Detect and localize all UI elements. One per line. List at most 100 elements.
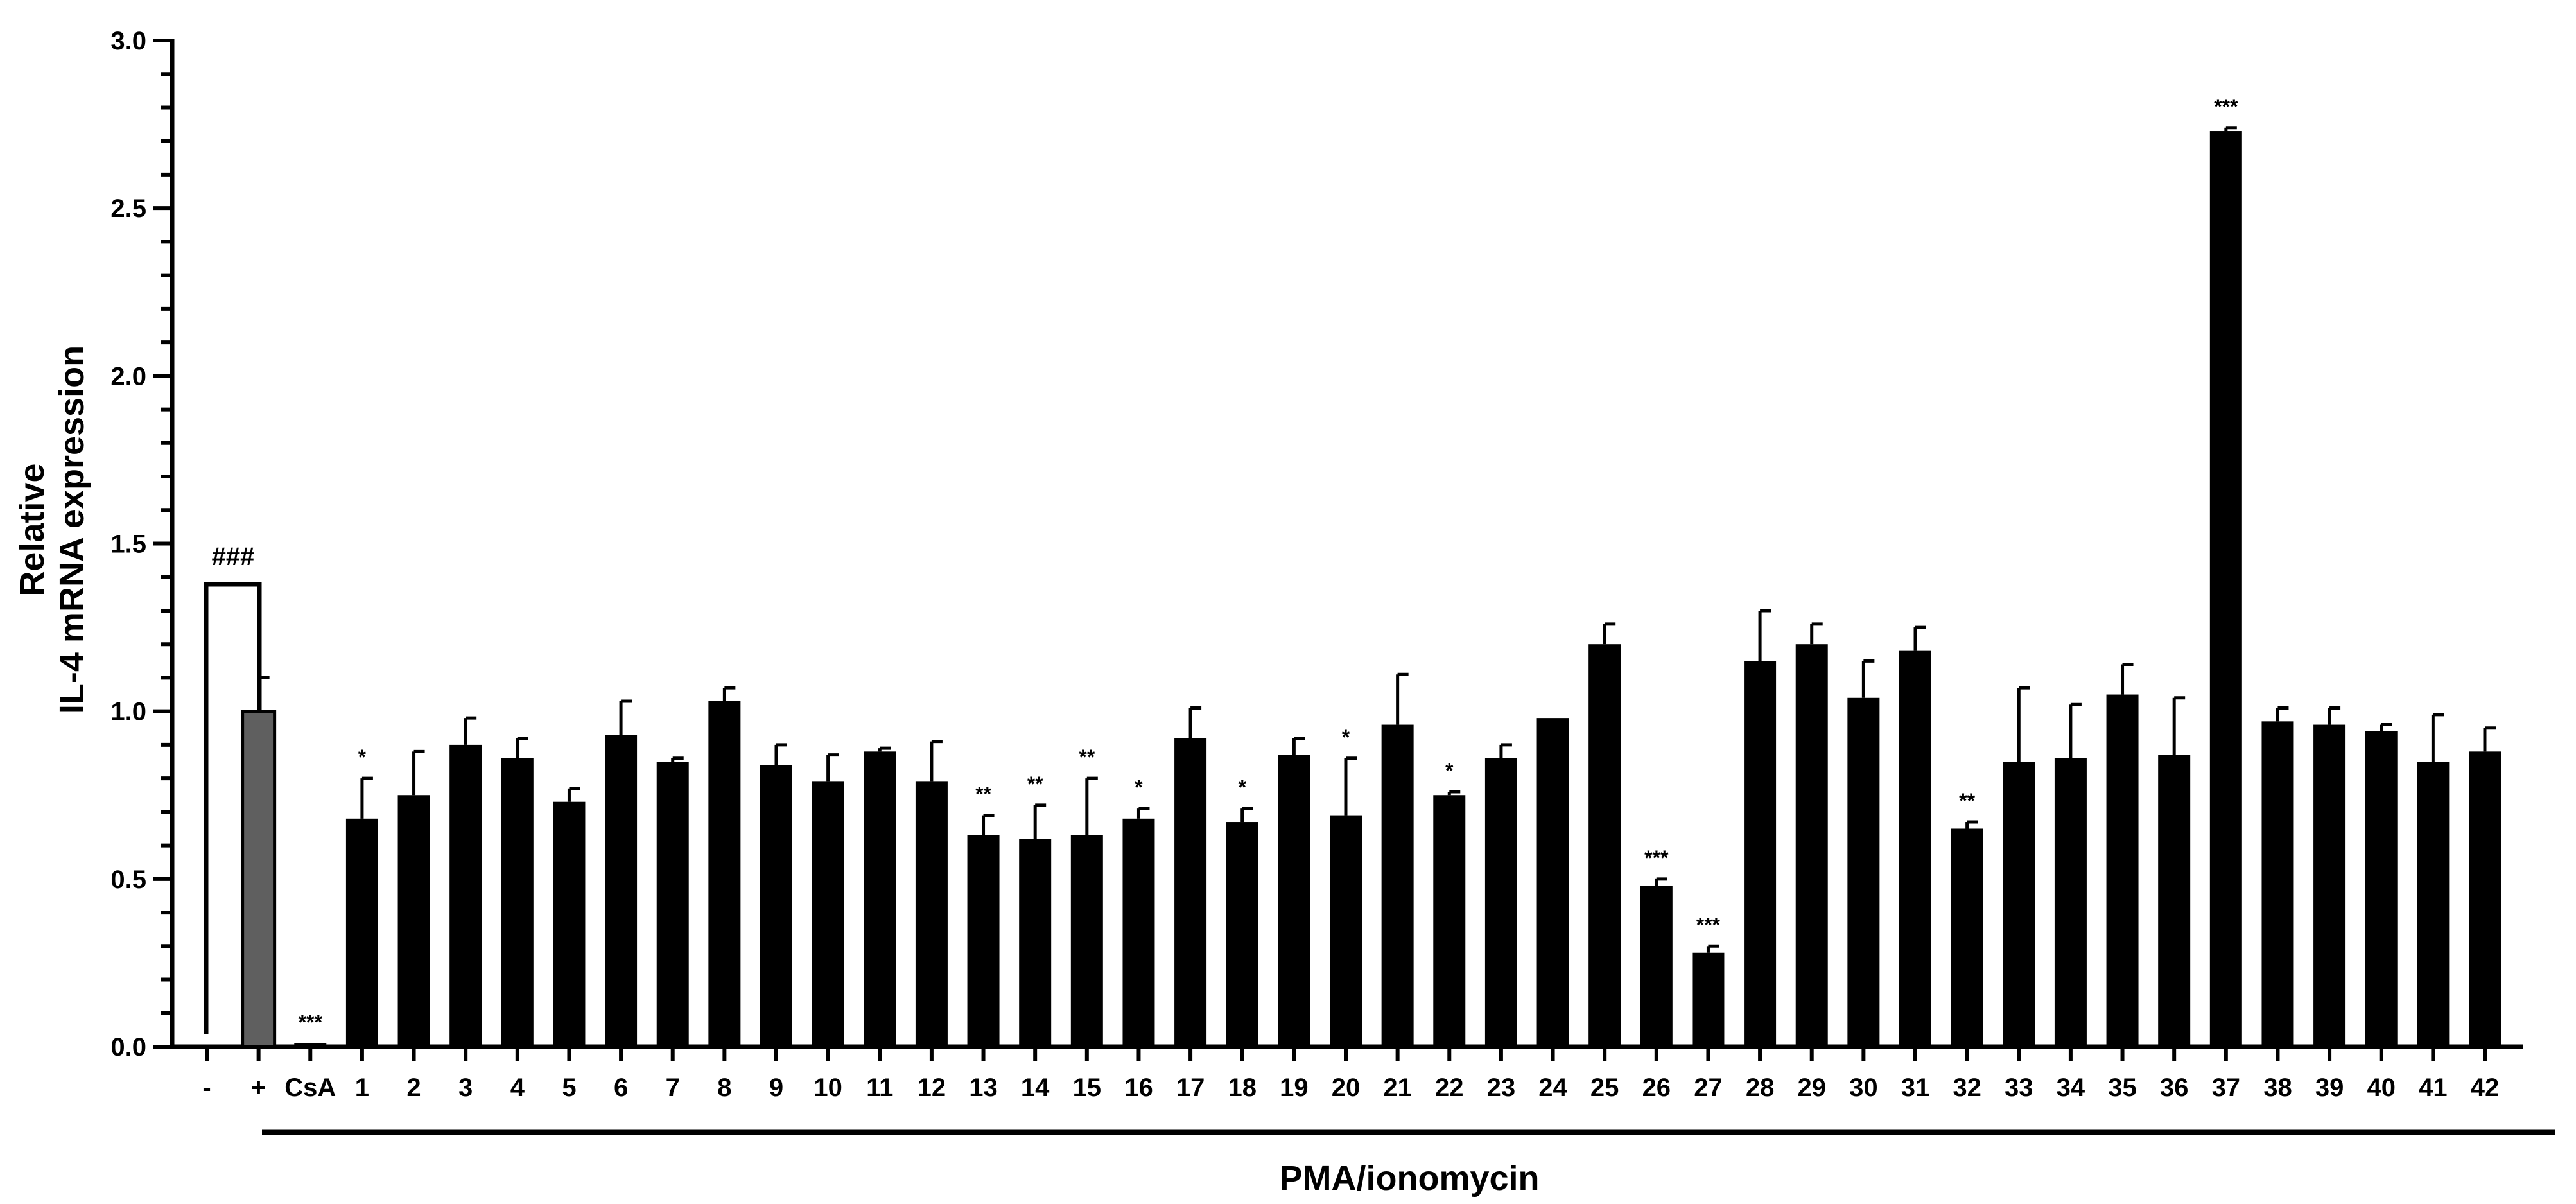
x-tick-label: 15 bbox=[1073, 1074, 1102, 1102]
x-tick-label: 19 bbox=[1280, 1074, 1309, 1102]
x-tick-label: 27 bbox=[1694, 1074, 1723, 1102]
x-tick-label: 10 bbox=[814, 1074, 842, 1102]
x-tick-label: 12 bbox=[918, 1074, 946, 1102]
significance-label: ** bbox=[1959, 789, 1975, 812]
x-tick-label: 9 bbox=[769, 1074, 783, 1102]
bar bbox=[1795, 644, 1828, 1047]
bar bbox=[2054, 758, 2087, 1047]
bar bbox=[2365, 731, 2398, 1047]
bar bbox=[1070, 835, 1103, 1047]
y-tick-label: 0.0 bbox=[110, 1033, 146, 1061]
control-bracket: ### bbox=[204, 543, 262, 1034]
significance-labels: ****** ***** ************** bbox=[299, 95, 2238, 1034]
x-tick-label: 25 bbox=[1590, 1074, 1619, 1102]
bar bbox=[1278, 755, 1310, 1047]
significance-label: *** bbox=[1644, 846, 1669, 869]
x-tick-label: 40 bbox=[2367, 1074, 2396, 1102]
y-axis-title-line-2: IL-4 mRNA expression bbox=[53, 345, 91, 714]
x-tick-label: 37 bbox=[2212, 1074, 2241, 1102]
significance-label: * bbox=[358, 746, 367, 769]
significance-label: *** bbox=[2214, 95, 2238, 118]
x-tick-label: 2 bbox=[406, 1074, 421, 1102]
bar bbox=[812, 781, 844, 1047]
x-tick-label: 33 bbox=[2005, 1074, 2033, 1102]
control-bracket-line bbox=[204, 582, 262, 1034]
x-tick-label: 14 bbox=[1021, 1074, 1050, 1102]
bar bbox=[1174, 738, 1207, 1047]
x-tick-label: 35 bbox=[2108, 1074, 2137, 1102]
bars-group bbox=[241, 126, 2501, 1049]
x-tick-labels: - + CsA 1 2 3 4 5 6 7 8 9 10 11 12 13 14 15 16 17 18 19 20 21 22… bbox=[202, 1074, 2499, 1102]
bar bbox=[2106, 694, 2139, 1047]
x-tick-label: + bbox=[251, 1074, 266, 1102]
x-tick-label: 20 bbox=[1332, 1074, 1361, 1102]
x-tick-label: 5 bbox=[562, 1074, 576, 1102]
y-tick-label: 2.0 bbox=[110, 362, 146, 390]
x-tick-label: 39 bbox=[2315, 1074, 2344, 1102]
bar bbox=[864, 751, 896, 1047]
x-tick-label: 21 bbox=[1383, 1074, 1412, 1102]
bar bbox=[1640, 886, 1673, 1047]
x-tick-label: 26 bbox=[1642, 1074, 1671, 1102]
x-tick-label: 24 bbox=[1538, 1074, 1567, 1102]
bar bbox=[1484, 758, 1517, 1047]
bar bbox=[967, 835, 1000, 1047]
x-tick-label: 22 bbox=[1435, 1074, 1464, 1102]
y-tick-label: 0.5 bbox=[110, 866, 146, 894]
bar bbox=[1899, 650, 1931, 1047]
x-tick-label: 42 bbox=[2471, 1074, 2500, 1102]
x-axis-title: PMA/ionomycin bbox=[1279, 1159, 1539, 1198]
x-tick-label: 17 bbox=[1176, 1074, 1205, 1102]
y-tick-label: 1.5 bbox=[110, 530, 146, 559]
y-tick-label: 1.0 bbox=[110, 698, 146, 726]
bar bbox=[1692, 952, 1725, 1047]
bar bbox=[1536, 718, 1569, 1047]
y-axis-title-line-1: Relative bbox=[13, 463, 51, 596]
x-tick-label: 18 bbox=[1228, 1074, 1257, 1102]
significance-label: *** bbox=[299, 1011, 323, 1034]
x-tick-label: 13 bbox=[969, 1074, 998, 1102]
x-tick-label: 6 bbox=[614, 1074, 628, 1102]
x-tick-label: 1 bbox=[355, 1074, 369, 1102]
bar bbox=[449, 744, 482, 1047]
x-tick-label: 28 bbox=[1746, 1074, 1775, 1102]
x-tick-label: 11 bbox=[866, 1074, 893, 1102]
bar bbox=[1330, 815, 1362, 1047]
x-tick-label: 23 bbox=[1487, 1074, 1516, 1102]
x-tick-label: 38 bbox=[2263, 1074, 2292, 1102]
bar bbox=[294, 1043, 327, 1047]
bar bbox=[1381, 724, 1414, 1047]
significance-label: * bbox=[1239, 776, 1247, 799]
significance-label: ** bbox=[975, 783, 991, 806]
bar bbox=[2469, 751, 2501, 1047]
significance-label: ** bbox=[1027, 772, 1043, 796]
x-tick-label: 32 bbox=[1953, 1074, 1981, 1102]
x-tick-label: - bbox=[202, 1074, 211, 1102]
y-axis-title: Relative IL-4 mRNA expression bbox=[13, 345, 91, 714]
significance-label: * bbox=[1445, 759, 1454, 782]
x-tick-label: 4 bbox=[510, 1074, 525, 1102]
x-tick-label: 8 bbox=[717, 1074, 731, 1102]
bar bbox=[1433, 795, 1466, 1047]
significance-label: *** bbox=[1696, 913, 1721, 936]
x-tick-label: 34 bbox=[2057, 1074, 2085, 1102]
bar bbox=[1847, 697, 1880, 1047]
bar bbox=[915, 781, 948, 1047]
bar bbox=[2209, 131, 2242, 1047]
x-tick-label: 31 bbox=[1901, 1074, 1930, 1102]
significance-label: * bbox=[1342, 726, 1350, 749]
y-tick-label: 3.0 bbox=[110, 27, 146, 55]
x-tick-label: 16 bbox=[1124, 1074, 1153, 1102]
bar bbox=[1019, 839, 1052, 1047]
bar bbox=[1951, 828, 1983, 1047]
significance-label: ** bbox=[1079, 746, 1095, 769]
bar bbox=[553, 801, 586, 1047]
bar bbox=[397, 795, 430, 1047]
bar bbox=[656, 762, 689, 1047]
x-tick-label: 7 bbox=[666, 1074, 680, 1102]
bar bbox=[1744, 661, 1777, 1047]
bar bbox=[2003, 762, 2035, 1047]
control-bracket-label: ### bbox=[212, 543, 255, 571]
bar bbox=[605, 735, 638, 1047]
